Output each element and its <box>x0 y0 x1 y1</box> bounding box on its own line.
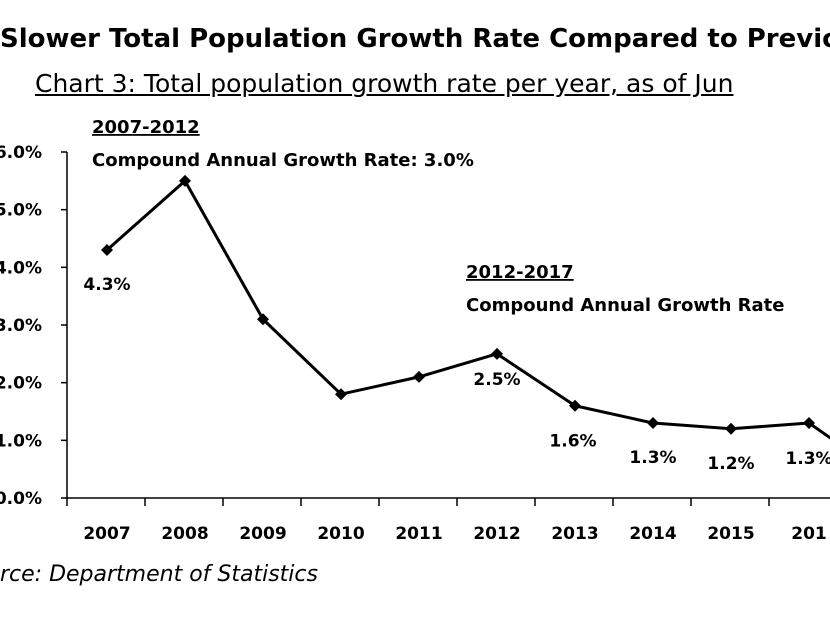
y-tick-label: .1.0% <box>0 431 42 451</box>
x-tick-label: 2008 <box>161 524 208 544</box>
data-label: 1.6% <box>549 432 596 452</box>
data-point-marker <box>647 417 659 430</box>
data-point-marker <box>413 370 425 383</box>
y-tick-label: .5.0% <box>0 201 42 221</box>
annotation-2007-2012-text: Compound Annual Growth Rate: 3.0% <box>92 150 474 171</box>
data-label: 2.5% <box>473 370 520 390</box>
x-tick-label: 2010 <box>317 524 364 544</box>
annotation-2007-2012-heading: 2007-2012 <box>92 117 200 138</box>
y-axis-ticks: .0.0% .1.0% .2.0% .3.0% .4.0% .5.0% .6.0% <box>0 143 67 509</box>
y-tick-label: .3.0% <box>0 316 42 336</box>
data-labels: 4.3% 2.5% 1.6% 1.3% 1.2% 1.3% <box>83 275 830 474</box>
x-tick-label: 2011 <box>395 524 442 544</box>
annotation-2012-2017-heading: 2012-2017 <box>466 262 574 283</box>
data-label: 1.2% <box>707 454 754 474</box>
data-point-marker <box>803 417 815 430</box>
x-tick-label: 2013 <box>551 524 598 544</box>
x-tick-label: 2007 <box>83 524 130 544</box>
x-tick-label: 2014 <box>629 524 676 544</box>
y-tick-label: .4.0% <box>0 258 42 278</box>
data-label: 4.3% <box>83 275 130 295</box>
y-tick-label: .2.0% <box>0 374 42 394</box>
y-tick-label: .6.0% <box>0 143 42 163</box>
data-point-marker <box>569 399 581 412</box>
data-point-marker <box>179 174 191 187</box>
data-point-marker <box>491 347 503 360</box>
data-label: 1.3% <box>629 448 676 468</box>
x-axis-ticks: 2007 2008 2009 2010 2011 2012 2013 2014 2015 201 <box>66 498 827 544</box>
data-point-marker <box>257 313 269 326</box>
chart-subtitle: Chart 3: Total population growth rate pe… <box>35 69 734 98</box>
annotation-2012-2017-text: Compound Annual Growth Rate <box>466 295 784 316</box>
x-tick-label: 201 <box>791 524 827 544</box>
data-point-marker <box>101 244 113 257</box>
series-markers <box>101 174 815 435</box>
data-label: 1.3% <box>785 449 830 469</box>
x-tick-label: 2015 <box>707 524 754 544</box>
y-tick-label: .0.0% <box>0 489 42 509</box>
chart-title: Slower Total Population Growth Rate Comp… <box>0 24 830 54</box>
x-tick-label: 2009 <box>239 524 286 544</box>
x-tick-label: 2012 <box>473 524 520 544</box>
data-point-marker <box>335 388 347 401</box>
source-note: rce: Department of Statistics <box>0 562 318 587</box>
data-point-marker <box>725 422 737 435</box>
